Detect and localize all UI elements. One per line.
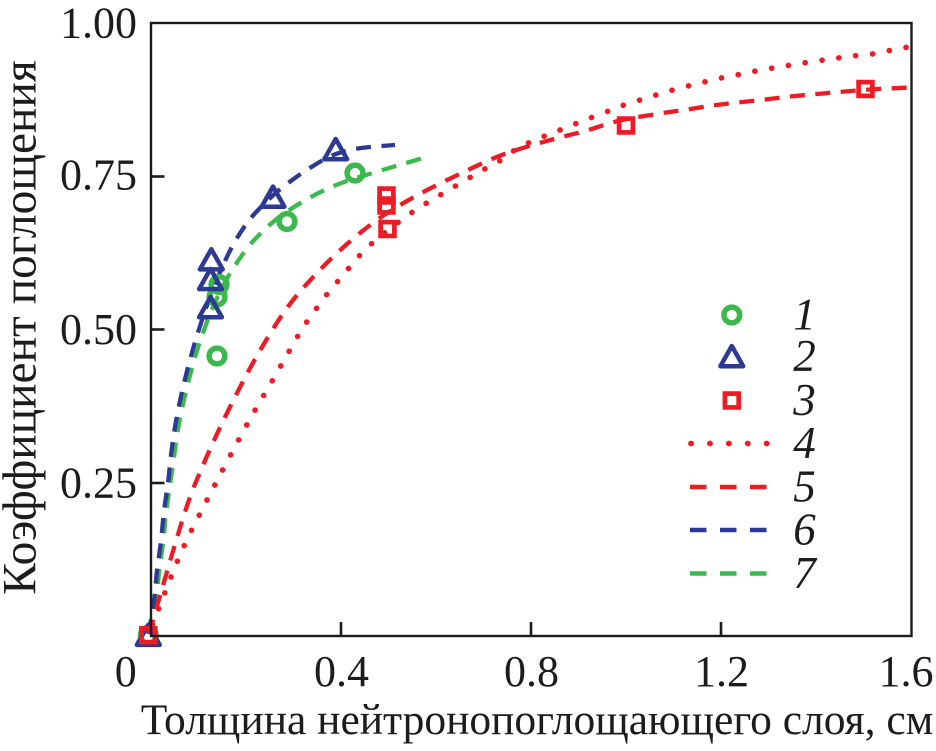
svg-text:5: 5 [793, 462, 816, 512]
svg-text:2: 2 [793, 331, 816, 381]
svg-text:0.50: 0.50 [60, 305, 137, 354]
svg-text:7: 7 [793, 548, 818, 598]
svg-text:1.00: 1.00 [60, 0, 137, 48]
svg-text:0.25: 0.25 [60, 459, 137, 508]
svg-text:0.4: 0.4 [314, 647, 369, 696]
svg-text:6: 6 [793, 505, 816, 555]
svg-text:1.6: 1.6 [879, 647, 934, 696]
svg-text:4: 4 [793, 418, 816, 468]
svg-text:3: 3 [792, 375, 816, 425]
svg-text:0.75: 0.75 [60, 151, 137, 200]
svg-text:1.2: 1.2 [694, 647, 749, 696]
svg-text:1: 1 [793, 290, 816, 340]
svg-text:Толщина нейтронопоглощающего с: Толщина нейтронопоглощающего слоя, см [141, 696, 934, 744]
svg-text:0.8: 0.8 [504, 647, 559, 696]
svg-text:0: 0 [115, 647, 137, 696]
svg-text:Коэффициент поглощения: Коэффициент поглощения [0, 60, 47, 594]
